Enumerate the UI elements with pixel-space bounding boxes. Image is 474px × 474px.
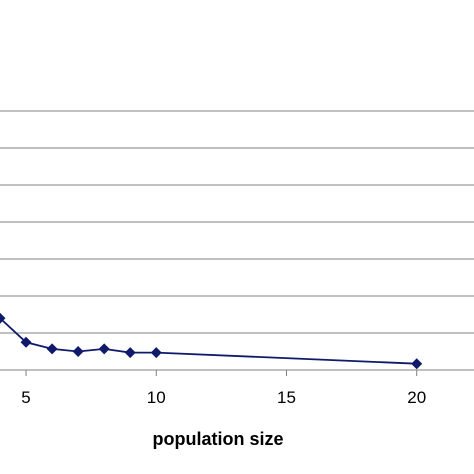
data-point-7: [72, 346, 84, 357]
data-point-8: [98, 343, 110, 355]
x-axis-ticks: 5 10 15 20: [21, 370, 426, 407]
gridlines: [0, 110, 474, 334]
x-tick-label-5: 5: [21, 388, 30, 407]
series-line-0: [0, 317, 417, 365]
data-point-9: [124, 347, 136, 359]
data-point-4: [0, 312, 6, 324]
data-point-10: [150, 347, 162, 359]
x-axis-title: population size: [152, 429, 283, 449]
x-tick-label-15: 15: [277, 388, 296, 407]
data-point-6: [46, 343, 58, 355]
x-tick-label-10: 10: [147, 388, 166, 407]
data-point-5: [20, 336, 32, 348]
data-point-20: [411, 358, 423, 370]
x-tick-label-20: 20: [407, 388, 426, 407]
data-series: [0, 312, 423, 370]
